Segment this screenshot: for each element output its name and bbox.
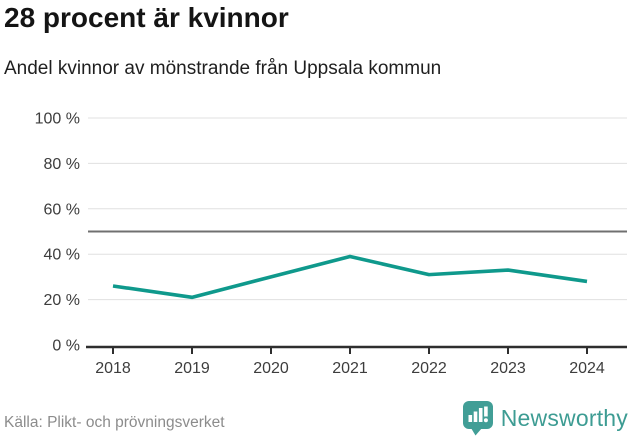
- y-tick-label: 0 %: [52, 338, 80, 355]
- newsworthy-logo-icon: [462, 401, 493, 436]
- x-tick-label: 2019: [174, 360, 210, 377]
- x-tick-label: 2022: [411, 360, 447, 377]
- line-chart: 0 % 20 % 40 % 60 % 80 % 100 % 2018 2019 2020 2021…: [0, 100, 631, 400]
- x-tick-label: 2018: [95, 360, 131, 377]
- data-line-Andel kvinnor: [112, 254, 588, 300]
- line-chart-canvas: 0 % 20 % 40 % 60 % 80 % 100 % 2018 2019 2020 2021…: [35, 111, 627, 377]
- chart-subtitle: Andel kvinnor av mönstrande från Uppsala…: [4, 58, 442, 79]
- y-tick-label: 80 %: [44, 156, 80, 173]
- newsworthy-wordmark: Newsworthy: [500, 404, 628, 431]
- x-tick-label: 2021: [332, 360, 368, 377]
- y-tick-label: 60 %: [44, 201, 80, 218]
- y-tick-label: 20 %: [44, 292, 80, 309]
- x-tick-label: 2020: [253, 360, 289, 377]
- y-tick-label: 100 %: [35, 111, 80, 128]
- newsworthy-logo[interactable]: Newsworthy: [462, 400, 628, 436]
- chart-title: 28 procent är kvinnor: [4, 2, 289, 33]
- x-tick-label: 2024: [569, 360, 605, 377]
- x-tick-label: 2023: [490, 360, 526, 377]
- y-tick-label: 40 %: [44, 247, 80, 264]
- source-note: Källa: Plikt- och prövningsverket: [4, 414, 225, 431]
- chart-footer: Källa: Plikt- och prövningsverket Newswo…: [0, 399, 631, 439]
